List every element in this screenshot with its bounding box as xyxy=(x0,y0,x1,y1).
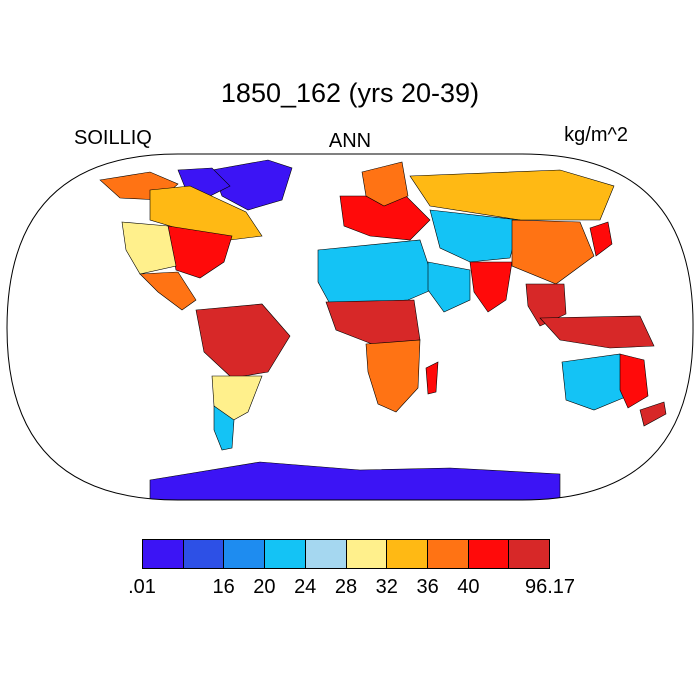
region-patagonia xyxy=(213,405,235,451)
region-siberia xyxy=(409,169,615,221)
colorbar-swatch xyxy=(143,540,184,568)
colorbar-tick-label: 24 xyxy=(294,576,317,598)
region-australia-east xyxy=(619,353,649,409)
colorbar-swatch xyxy=(387,540,428,568)
units-label: kg/m^2 xyxy=(564,124,628,146)
colorbar-swatch xyxy=(468,540,510,568)
plot-title: 1850_162 (yrs 20-39) xyxy=(220,78,480,108)
region-china xyxy=(511,219,595,285)
colorbar xyxy=(142,539,550,569)
colorbar-swatch xyxy=(509,540,550,568)
region-antarctica xyxy=(149,461,561,500)
region-india xyxy=(469,261,513,313)
region-mexico xyxy=(139,271,197,311)
region-sahara xyxy=(317,239,437,305)
region-arabia xyxy=(427,261,471,313)
region-madagascar xyxy=(425,361,439,395)
region-canada xyxy=(149,185,263,241)
colorbar-tick-label: 20 xyxy=(253,576,276,598)
region-australia-interior xyxy=(561,353,629,411)
season-label: ANN xyxy=(328,130,372,152)
variable-label: SOILLIQ xyxy=(74,127,152,149)
colorbar-tick-label: 32 xyxy=(375,576,398,598)
region-southern-africa xyxy=(365,339,421,413)
colorbar-ticks: .01 16 20 24 28 32 36 40 96.17 xyxy=(0,576,700,602)
region-greenland xyxy=(211,159,293,211)
region-united-states-west xyxy=(121,221,177,275)
region-south-america-south xyxy=(211,375,263,423)
region-indonesia xyxy=(539,315,655,349)
colorbar-swatch xyxy=(346,540,388,568)
colorbar-swatch xyxy=(305,540,347,568)
colorbar-tick-label: 96.17 xyxy=(524,576,576,598)
colorbar-swatch xyxy=(427,540,469,568)
colorbar-swatch xyxy=(183,540,225,568)
colorbar-tick-label: 36 xyxy=(416,576,439,598)
region-central-asia xyxy=(429,209,521,263)
colorbar-tick-label: .01 xyxy=(128,576,156,598)
colorbar-tick-label: 16 xyxy=(212,576,235,598)
region-amazon xyxy=(195,303,291,379)
colorbar-tick-label: 40 xyxy=(457,576,480,598)
region-scandinavia xyxy=(361,161,409,207)
colorbar-tick-label: 28 xyxy=(334,576,358,598)
colorbar-swatch xyxy=(265,540,306,568)
colorbar-swatch xyxy=(224,540,266,568)
globe-outline xyxy=(6,153,694,501)
region-central-africa xyxy=(325,299,421,345)
region-new-zealand xyxy=(639,401,667,427)
region-japan xyxy=(589,221,613,257)
land-layer xyxy=(99,159,667,500)
